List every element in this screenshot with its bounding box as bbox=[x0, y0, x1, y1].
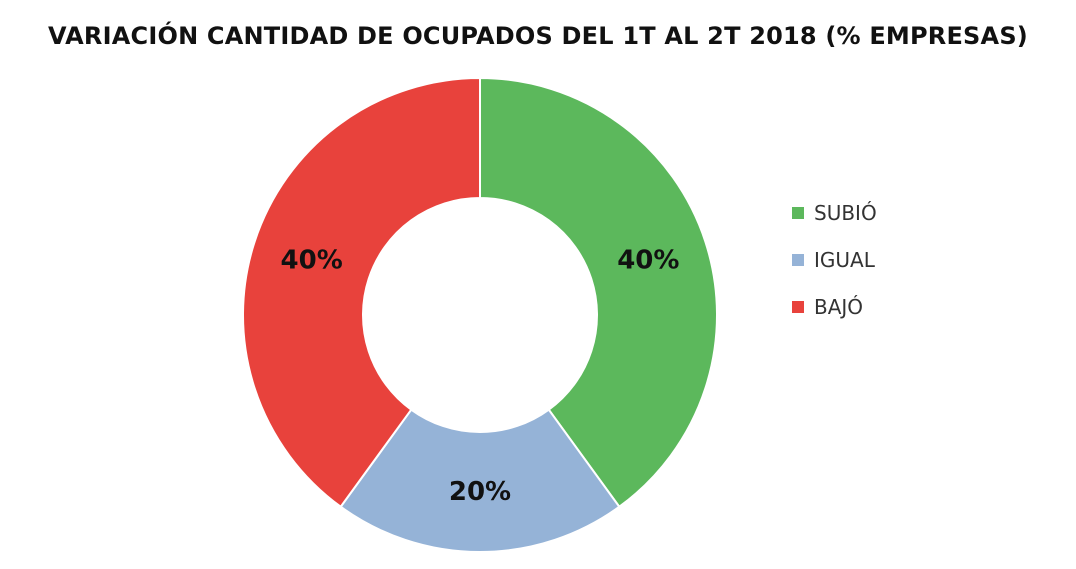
legend-label-0: SUBIÓ bbox=[814, 201, 877, 225]
legend-swatch-1 bbox=[792, 254, 804, 266]
slice-data-label-2: 40% bbox=[281, 245, 343, 275]
slice-data-label-0: 40% bbox=[617, 245, 679, 275]
legend: SUBIÓ IGUAL BAJÓ bbox=[792, 201, 877, 319]
donut-slices bbox=[242, 76, 718, 553]
donut-slice-0 bbox=[479, 76, 718, 509]
slice-labels: 40% 20% 40% bbox=[281, 245, 680, 507]
legend-label-2: BAJÓ bbox=[814, 295, 863, 319]
slice-data-label-1: 20% bbox=[449, 477, 511, 507]
legend-swatch-0 bbox=[792, 207, 804, 219]
chart-title: VARIACIÓN CANTIDAD DE OCUPADOS DEL 1T AL… bbox=[48, 22, 1028, 50]
legend-swatch-2 bbox=[792, 301, 804, 313]
donut-slice-1 bbox=[339, 408, 621, 553]
donut-slice-2 bbox=[242, 76, 481, 509]
legend-label-1: IGUAL bbox=[814, 248, 876, 272]
